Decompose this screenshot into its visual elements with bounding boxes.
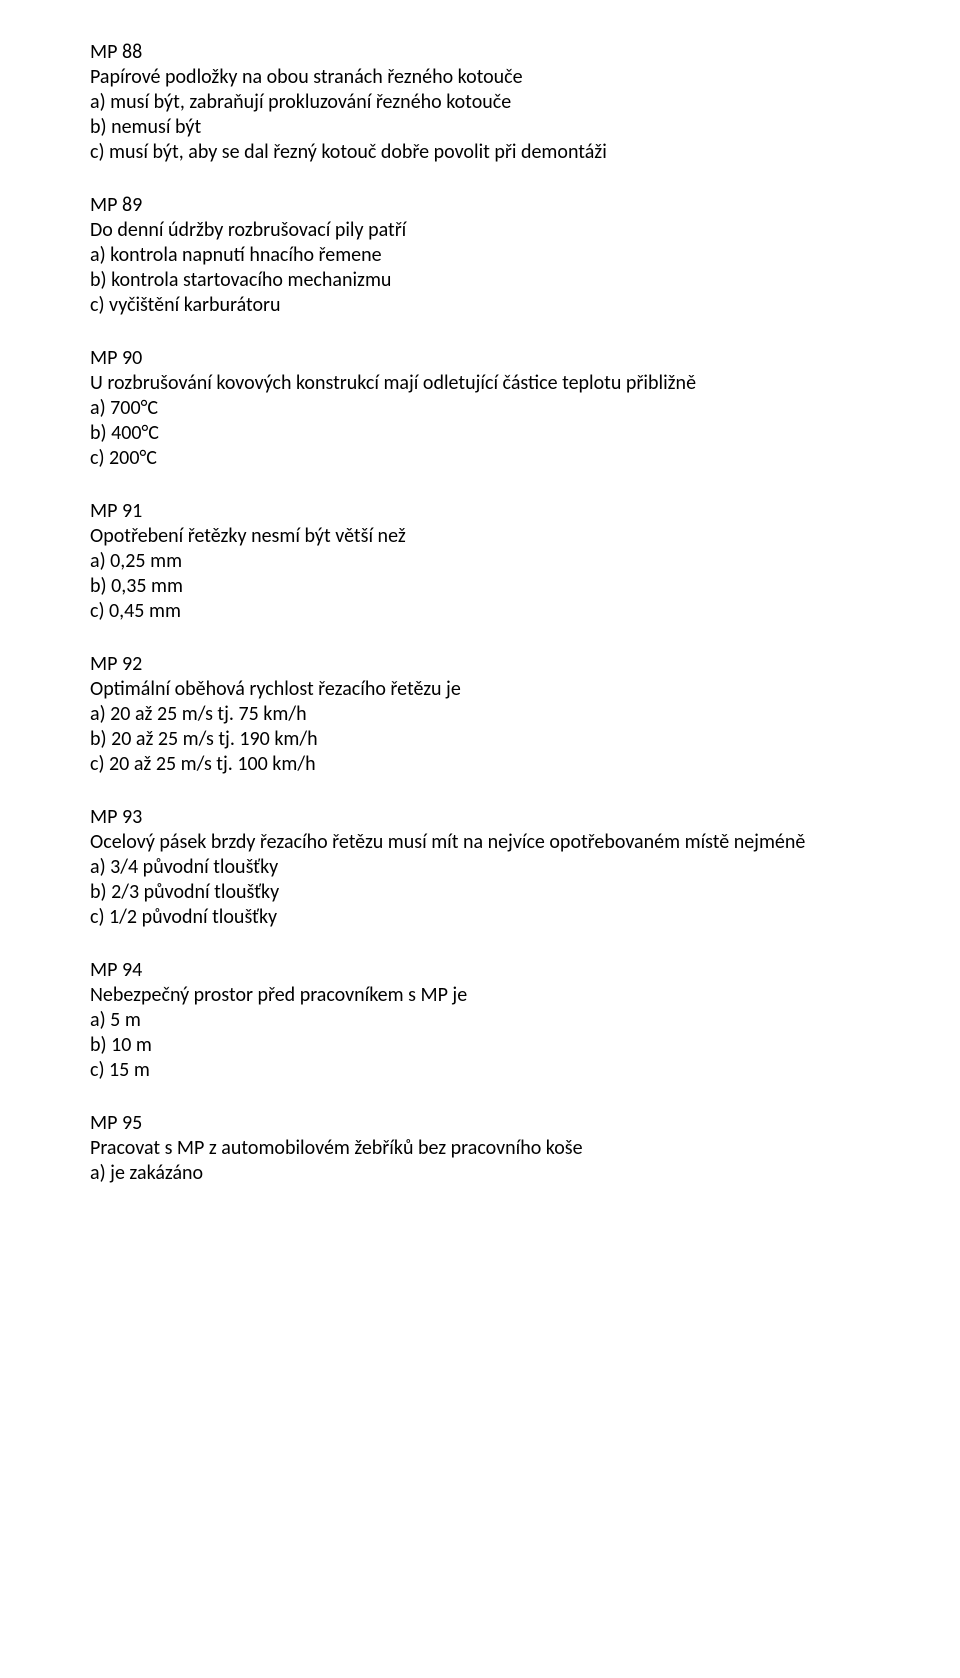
question-option-a: a) 0,25 mm [90, 549, 870, 574]
question-id: MP 90 [90, 346, 870, 371]
question-block-94: MP 94 Nebezpečný prostor před pracovníke… [90, 958, 870, 1083]
question-block-89: MP 89 Do denní údržby rozbrušovací pily … [90, 193, 870, 318]
question-block-91: MP 91 Opotřebení řetězky nesmí být větší… [90, 499, 870, 624]
question-text: Pracovat s MP z automobilovém žebříků be… [90, 1136, 870, 1161]
question-text: Optimální oběhová rychlost řezacího řetě… [90, 677, 870, 702]
question-option-c: c) 15 m [90, 1058, 870, 1083]
question-option-b: b) 20 až 25 m/s tj. 190 km/h [90, 727, 870, 752]
question-option-a: a) 5 m [90, 1008, 870, 1033]
question-option-c: c) 0,45 mm [90, 599, 870, 624]
question-id: MP 92 [90, 652, 870, 677]
question-block-92: MP 92 Optimální oběhová rychlost řezacíh… [90, 652, 870, 777]
question-text: Opotřebení řetězky nesmí být větší než [90, 524, 870, 549]
question-option-b: b) nemusí být [90, 115, 870, 140]
question-text: Do denní údržby rozbrušovací pily patří [90, 218, 870, 243]
question-option-a: a) kontrola napnutí hnacího řemene [90, 243, 870, 268]
question-id: MP 95 [90, 1111, 870, 1136]
question-option-b: b) 0,35 mm [90, 574, 870, 599]
question-id: MP 93 [90, 805, 870, 830]
question-option-c: c) musí být, aby se dal řezný kotouč dob… [90, 140, 870, 165]
question-id: MP 91 [90, 499, 870, 524]
question-option-b: b) 10 m [90, 1033, 870, 1058]
question-option-a: a) je zakázáno [90, 1161, 870, 1186]
question-text: Papírové podložky na obou stranách řezné… [90, 65, 870, 90]
question-option-a: a) musí být, zabraňují prokluzování řezn… [90, 90, 870, 115]
question-text: U rozbrušování kovových konstrukcí mají … [90, 371, 870, 396]
question-block-88: MP 88 Papírové podložky na obou stranách… [90, 40, 870, 165]
question-option-b: b) 2/3 původní tloušťky [90, 880, 870, 905]
question-option-b: b) 400°C [90, 421, 870, 446]
question-option-a: a) 3/4 původní tloušťky [90, 855, 870, 880]
question-block-90: MP 90 U rozbrušování kovových konstrukcí… [90, 346, 870, 471]
question-option-b: b) kontrola startovacího mechanizmu [90, 268, 870, 293]
question-id: MP 88 [90, 40, 870, 65]
question-option-c: c) 20 až 25 m/s tj. 100 km/h [90, 752, 870, 777]
question-id: MP 94 [90, 958, 870, 983]
question-option-a: a) 20 až 25 m/s tj. 75 km/h [90, 702, 870, 727]
question-option-a: a) 700°C [90, 396, 870, 421]
question-id: MP 89 [90, 193, 870, 218]
question-option-c: c) vyčištění karburátoru [90, 293, 870, 318]
question-block-93: MP 93 Ocelový pásek brzdy řezacího řetěz… [90, 805, 870, 930]
question-block-95: MP 95 Pracovat s MP z automobilovém žebř… [90, 1111, 870, 1186]
question-text: Ocelový pásek brzdy řezacího řetězu musí… [90, 830, 870, 855]
question-option-c: c) 200°C [90, 446, 870, 471]
question-text: Nebezpečný prostor před pracovníkem s MP… [90, 983, 870, 1008]
question-option-c: c) 1/2 původní tloušťky [90, 905, 870, 930]
